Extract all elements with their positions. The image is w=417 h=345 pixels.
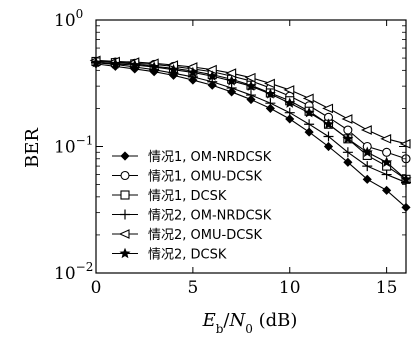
legend-entry: 情况2, DCSK — [112, 248, 227, 263]
data-point — [362, 161, 373, 172]
data-point — [246, 90, 256, 101]
data-point — [302, 93, 314, 104]
legend-label: 情况1, OM-NRDCSK — [148, 150, 272, 165]
data-point — [109, 58, 121, 69]
series-2 — [91, 56, 411, 164]
legend-label: 情况1, DCSK — [148, 189, 227, 204]
data-point — [380, 133, 392, 144]
x-tick-label: 5 — [187, 278, 198, 298]
data-point — [265, 98, 276, 109]
legend-label: 情况2, OMU-DCSK — [148, 228, 263, 243]
data-point — [382, 185, 392, 195]
legend-marker — [120, 209, 130, 220]
data-point — [360, 125, 372, 135]
legend-label: 情况2, DCSK — [148, 248, 227, 263]
y-tick-label: 10−2 — [54, 260, 93, 284]
data-point — [322, 118, 335, 129]
legend-label: 情况2, OM-NRDCSK — [148, 209, 272, 224]
legend-entry: 情况1, DCSK — [112, 189, 227, 204]
y-tick-label: 100 — [54, 7, 83, 31]
data-point — [381, 156, 393, 167]
data-point — [206, 70, 218, 81]
legend-label: 情况1, OMU-DCSK — [148, 170, 263, 185]
x-tick-label: 10 — [279, 278, 301, 298]
x-axis-title: Eb/N0 (dB) — [202, 310, 298, 336]
x-tick-label: 0 — [91, 278, 102, 298]
legend-entry: 情况2, OM-NRDCSK — [112, 209, 272, 224]
data-point — [187, 66, 199, 78]
data-point — [342, 147, 353, 158]
legend-marker — [119, 247, 131, 259]
legend-marker — [120, 151, 130, 161]
data-point — [323, 131, 334, 142]
legend-marker — [118, 229, 130, 239]
data-point — [264, 88, 276, 99]
data-point — [341, 114, 353, 124]
data-point — [226, 83, 237, 94]
data-point — [129, 59, 141, 70]
data-point — [225, 68, 237, 79]
legend-marker — [120, 190, 130, 200]
data-point — [343, 125, 353, 135]
data-point — [322, 103, 334, 114]
data-point — [343, 157, 353, 167]
data-point — [362, 174, 372, 184]
data-point — [284, 97, 296, 108]
data-point — [284, 107, 295, 118]
data-point — [245, 80, 257, 91]
data-point — [382, 147, 392, 157]
data-point — [285, 114, 295, 124]
y-tick-label: 10−1 — [54, 134, 93, 158]
x-tick-label: 15 — [376, 278, 398, 298]
legend-marker — [120, 170, 130, 181]
data-point — [323, 141, 334, 152]
data-point — [304, 119, 315, 130]
data-point — [304, 127, 314, 137]
y-axis-title: BER — [22, 128, 43, 168]
data-point — [361, 146, 373, 157]
data-point — [283, 85, 295, 95]
data-point — [264, 78, 275, 89]
data-point — [226, 75, 238, 86]
data-point — [342, 133, 354, 144]
data-point — [265, 103, 275, 113]
data-point — [381, 169, 392, 180]
data-point — [244, 72, 256, 83]
data-point — [303, 106, 315, 118]
data-point — [148, 61, 160, 72]
data-point — [167, 63, 180, 75]
legend-entry: 情况1, OM-NRDCSK — [112, 150, 272, 165]
legend-entry: 情况2, OMU-DCSK — [112, 228, 263, 243]
legend-entry: 情况1, OMU-DCSK — [112, 170, 263, 185]
